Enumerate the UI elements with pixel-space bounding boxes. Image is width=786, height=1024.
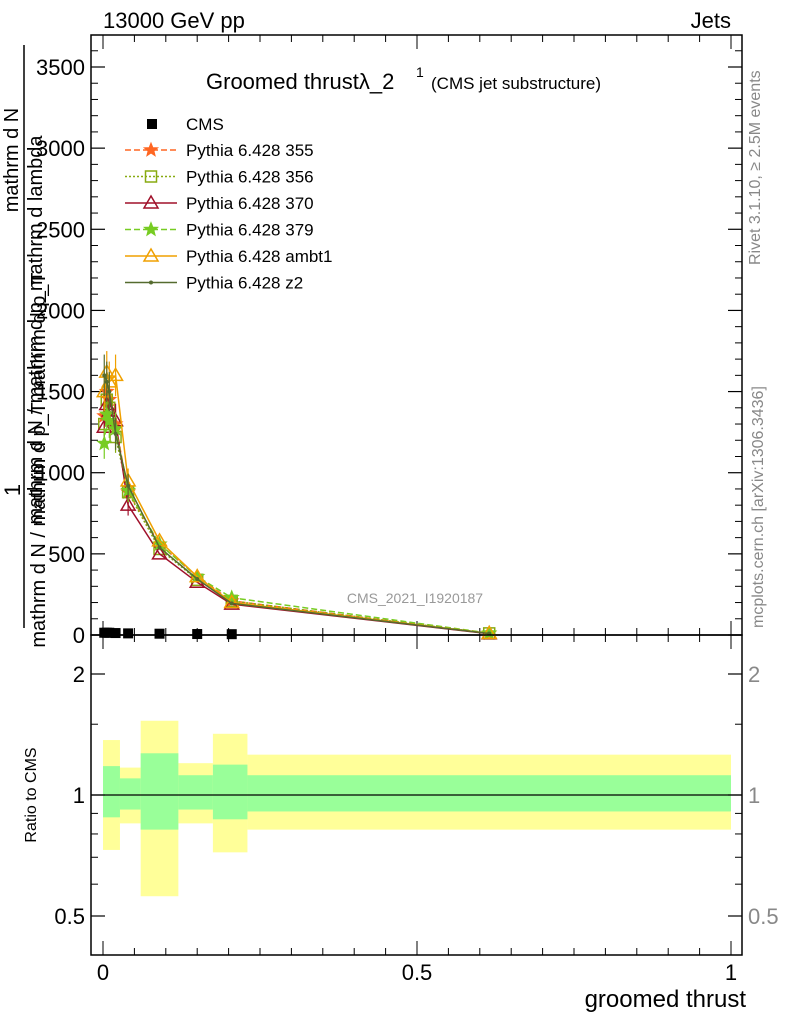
y-tick-label: 3000 bbox=[36, 136, 85, 161]
series-point bbox=[96, 435, 113, 451]
series-point bbox=[102, 373, 107, 378]
y-tick-label: 1000 bbox=[36, 461, 85, 486]
rivet-version-label: Rivet 3.1.10, ≥ 2.5M events bbox=[747, 70, 764, 265]
ratio-y-tick-label: 0.5 bbox=[54, 904, 85, 929]
legend-label-p379: Pythia 6.428 379 bbox=[186, 221, 314, 240]
x-tick-label: 1 bbox=[725, 960, 737, 985]
title-main: Groomed thrustλ_2 bbox=[206, 69, 394, 94]
legend-marker-z2 bbox=[149, 280, 153, 285]
y-tick-label: 3500 bbox=[36, 55, 85, 80]
ratio-bands-inner bbox=[103, 753, 731, 830]
y-tick-label: 2000 bbox=[36, 298, 85, 323]
ratio-panel-ticks: 0.5 0.5 1 1 2 2 0 0.5 1 bbox=[54, 635, 779, 985]
ylabel-one: 1 bbox=[0, 484, 25, 496]
y-tick-label: 1500 bbox=[36, 380, 85, 405]
ylabel-numerator-top: mathrm d N bbox=[1, 108, 23, 212]
x-tick-label: 0 bbox=[97, 960, 109, 985]
legend-label-p355: Pythia 6.428 355 bbox=[186, 141, 314, 160]
title-subtitle: (CMS jet substructure) bbox=[431, 74, 601, 93]
series-point bbox=[195, 577, 200, 582]
legend-marker-p379 bbox=[142, 221, 160, 237]
legend-marker-p355 bbox=[142, 141, 160, 157]
series-point bbox=[157, 545, 162, 550]
legend-label-p356: Pythia 6.428 356 bbox=[186, 168, 314, 187]
series-point bbox=[151, 545, 168, 560]
ratio-band-inner bbox=[212, 764, 248, 820]
ratio-band-inner bbox=[119, 778, 141, 810]
series-point bbox=[104, 379, 109, 384]
y-tick-label: 500 bbox=[48, 542, 85, 567]
legend-marker-p356 bbox=[144, 170, 158, 183]
ratio-band-inner bbox=[140, 753, 179, 830]
y-tick-label: 0 bbox=[73, 623, 85, 648]
series-point bbox=[113, 431, 118, 436]
cms-data-point bbox=[110, 628, 121, 639]
series-point bbox=[119, 496, 137, 511]
series-layer bbox=[95, 351, 498, 641]
cms-data-point bbox=[154, 628, 165, 639]
legend-label-ambt1: Pythia 6.428 ambt1 bbox=[186, 247, 332, 266]
y-tick-label: 2500 bbox=[36, 217, 85, 242]
legend: CMS Pythia 6.428 355 Pythia 6.428 356 Pythi… bbox=[125, 115, 332, 293]
ratio-y-tick-label: 1 bbox=[73, 783, 85, 808]
legend-marker-cms bbox=[147, 119, 157, 129]
ratio-band-inner bbox=[103, 766, 120, 818]
cms-data-point bbox=[226, 629, 237, 640]
header-process-label: Jets bbox=[691, 8, 731, 33]
top-ylabel: 1 mathrm d N mathrm d N / mathrm d p_mat… bbox=[0, 45, 50, 648]
series-z2 bbox=[102, 354, 492, 636]
series-point bbox=[229, 601, 234, 606]
title-superscript: 1 bbox=[416, 64, 424, 80]
x-tick-label: 0.5 bbox=[402, 960, 433, 985]
cms-data-point bbox=[192, 629, 203, 640]
header-energy-label: 13000 GeV pp bbox=[103, 8, 245, 33]
series-point bbox=[107, 366, 124, 382]
legend-marker-p370 bbox=[142, 194, 160, 209]
x-axis-label: groomed thrust bbox=[585, 986, 747, 1013]
ratio-y-tick-label-right: 1 bbox=[748, 783, 760, 808]
mcplots-reference-label: mcplots.cern.ch [arXiv:1306.3436] bbox=[750, 386, 767, 628]
top-panel-ticks: 0 500 1000 1500 2000 2500 3000 3500 bbox=[36, 35, 742, 648]
ratio-ylabel: Ratio to CMS bbox=[23, 747, 40, 842]
legend-label-p370: Pythia 6.428 370 bbox=[186, 194, 314, 213]
series-point bbox=[107, 389, 112, 394]
ratio-y-tick-label-right: 2 bbox=[748, 662, 760, 687]
cms-data-layer bbox=[99, 627, 237, 640]
legend-label-z2: Pythia 6.428 z2 bbox=[186, 274, 303, 293]
cms-data-point bbox=[104, 627, 115, 638]
ratio-band-inner bbox=[178, 775, 213, 810]
series-point bbox=[126, 483, 131, 488]
ylabel-denominator: mathrm d N / mathrm d p_T mathrm d p_T bbox=[28, 272, 50, 647]
ratio-y-tick-label-right: 0.5 bbox=[748, 904, 779, 929]
cms-data-point bbox=[123, 628, 134, 639]
plot-title: Groomed thrustλ_2 1 (CMS jet substructur… bbox=[206, 64, 601, 94]
ratio-y-tick-label: 2 bbox=[73, 662, 85, 687]
legend-label-cms: CMS bbox=[186, 115, 224, 134]
series-point bbox=[101, 412, 118, 428]
legend-marker-ambt1 bbox=[142, 247, 160, 262]
ylabel-numerator: mathrm d N / mathrm d p_mathrm d lambda bbox=[25, 135, 47, 525]
analysis-watermark: CMS_2021_I1920187 bbox=[347, 590, 483, 606]
ratio-band-inner bbox=[247, 775, 731, 812]
